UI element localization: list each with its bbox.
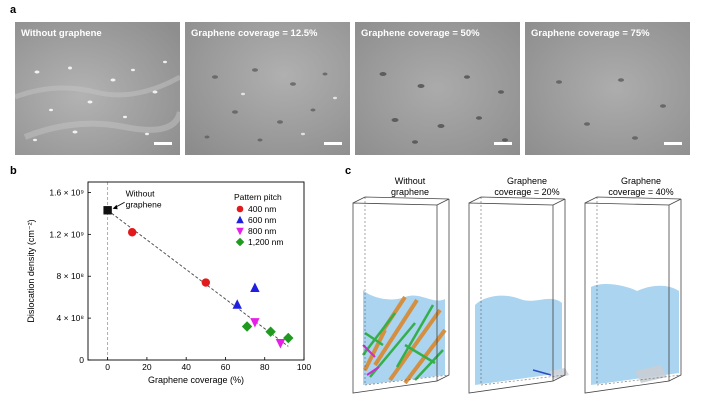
scale-bar <box>494 142 512 145</box>
simulation-boxes <box>352 196 682 394</box>
legend-marker <box>236 215 244 224</box>
y-tick-label: 4 × 10⁸ <box>57 313 85 323</box>
sem-texture <box>355 22 520 155</box>
annotation-arrowhead <box>112 204 118 210</box>
sem-texture <box>15 22 180 155</box>
sim-box-1 <box>352 196 450 394</box>
y-tick-label: 1.6 × 10⁹ <box>49 187 84 197</box>
sem-texture <box>185 22 350 155</box>
y-tick-label: 1.2 × 10⁹ <box>49 229 84 239</box>
sim-title-1: Without graphene <box>370 176 450 198</box>
box-wireframe <box>468 196 566 394</box>
legend-label: 800 nm <box>248 226 276 236</box>
y-tick-label: 8 × 10⁸ <box>57 271 85 281</box>
panel-label-c: c <box>345 165 352 177</box>
x-tick-label: 0 <box>105 362 110 372</box>
annotation-text: graphene <box>126 199 162 209</box>
data-point-800-nm <box>250 318 260 328</box>
sim-title-3-line1: Graphene <box>620 176 662 186</box>
annotation-text: Without <box>126 188 155 198</box>
legend-label: 400 nm <box>248 204 276 214</box>
sem-image-4: Graphene coverage = 75% <box>525 22 690 155</box>
sim-title-2-line2: coverage = 20% <box>494 187 560 197</box>
sem-image-2: Graphene coverage = 12.5% <box>185 22 350 155</box>
box-wireframe <box>584 196 682 394</box>
sim-box-3 <box>584 196 682 394</box>
x-tick-label: 40 <box>181 362 191 372</box>
trend-line <box>107 209 289 347</box>
scale-bar <box>154 142 172 145</box>
atom-cloud <box>475 295 562 385</box>
sim-title-3-line2: coverage = 40% <box>608 187 674 197</box>
legend-label: 600 nm <box>248 215 276 225</box>
data-point-400-nm <box>201 278 211 287</box>
plot-frame <box>87 181 305 361</box>
panel-label-b: b <box>10 165 17 177</box>
x-tick-label: 60 <box>221 362 231 372</box>
legend-marker <box>235 237 245 247</box>
x-tick-label: 80 <box>260 362 270 372</box>
scale-bar <box>324 142 342 145</box>
sim-title-2-line1: Graphene <box>506 176 548 186</box>
scale-bar <box>664 142 682 145</box>
x-axis-label: Graphene coverage (%) <box>148 375 244 385</box>
data-point-600-nm <box>232 299 242 309</box>
data-point-1-200-nm <box>241 321 253 332</box>
data-point-400-nm <box>127 228 137 237</box>
graphene-patch <box>635 365 667 383</box>
sem-image-3: Graphene coverage = 50% <box>355 22 520 155</box>
sim-title-1-line2: graphene <box>390 187 430 197</box>
legend-title: Pattern pitch <box>234 192 282 202</box>
sim-title-3: Graphene coverage = 40% <box>596 176 686 198</box>
panel-label-a: a <box>10 4 17 16</box>
sim-title-2: Graphene coverage = 20% <box>482 176 572 198</box>
atom-cloud <box>591 284 679 385</box>
data-point-800-nm <box>275 339 286 349</box>
y-axis-label: Dislocation density (cm⁻²) <box>26 219 36 322</box>
sem-label-3: Graphene coverage = 50% <box>361 28 480 39</box>
sem-label-4: Graphene coverage = 75% <box>531 28 650 39</box>
dislocation-density-chart: 0 20 40 60 80 100 0 4 × 10⁸ 8 × 10⁸ 1.2 × 10⁹ 1.6 … <box>26 181 311 385</box>
legend-marker <box>236 227 244 236</box>
x-tick-label: 20 <box>142 362 152 372</box>
sem-image-1: Without graphene <box>15 22 180 155</box>
data-point-1-200-nm <box>283 332 294 344</box>
y-tick-label: 0 <box>79 355 84 365</box>
legend-marker <box>236 205 244 213</box>
sem-texture <box>525 22 690 155</box>
sim-title-1-line1: Without <box>394 176 426 186</box>
sem-label-2: Graphene coverage = 12.5% <box>191 28 318 39</box>
box-wireframe <box>352 196 450 394</box>
legend-label: 1,200 nm <box>248 237 283 247</box>
dislocation-short <box>532 369 552 376</box>
sim-box-2 <box>468 196 569 394</box>
x-tick-label: 100 <box>297 362 311 372</box>
data-point-without-graphene <box>103 206 112 215</box>
sem-label-1: Without graphene <box>21 28 102 39</box>
data-point-600-nm <box>250 282 260 292</box>
data-point-1-200-nm <box>265 326 276 337</box>
